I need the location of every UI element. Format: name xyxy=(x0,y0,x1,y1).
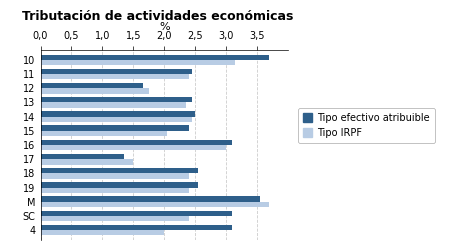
Bar xyxy=(40,74,189,80)
Bar xyxy=(40,117,192,122)
Bar xyxy=(40,173,189,179)
Bar xyxy=(40,60,235,65)
Bar xyxy=(40,154,124,159)
Bar xyxy=(40,126,189,131)
Bar xyxy=(40,230,164,235)
Bar xyxy=(40,225,232,230)
Bar xyxy=(40,188,189,193)
Bar xyxy=(40,69,192,74)
Bar xyxy=(40,216,189,221)
Bar xyxy=(40,83,143,88)
Bar xyxy=(40,97,192,102)
Bar xyxy=(40,140,232,145)
Bar xyxy=(40,202,270,207)
Bar xyxy=(40,145,226,150)
Bar xyxy=(40,168,198,173)
Bar xyxy=(40,182,198,188)
X-axis label: %: % xyxy=(159,22,170,32)
Bar xyxy=(40,102,186,108)
Legend: Tipo efectivo atribuible, Tipo IRPF: Tipo efectivo atribuible, Tipo IRPF xyxy=(298,108,435,143)
Bar xyxy=(40,54,270,60)
Text: Tributación de actividades económicas: Tributación de actividades económicas xyxy=(22,10,293,23)
Bar xyxy=(40,196,260,202)
Bar xyxy=(40,88,149,94)
Bar xyxy=(40,159,133,164)
Bar xyxy=(40,210,232,216)
Bar xyxy=(40,131,167,136)
Bar xyxy=(40,111,195,117)
